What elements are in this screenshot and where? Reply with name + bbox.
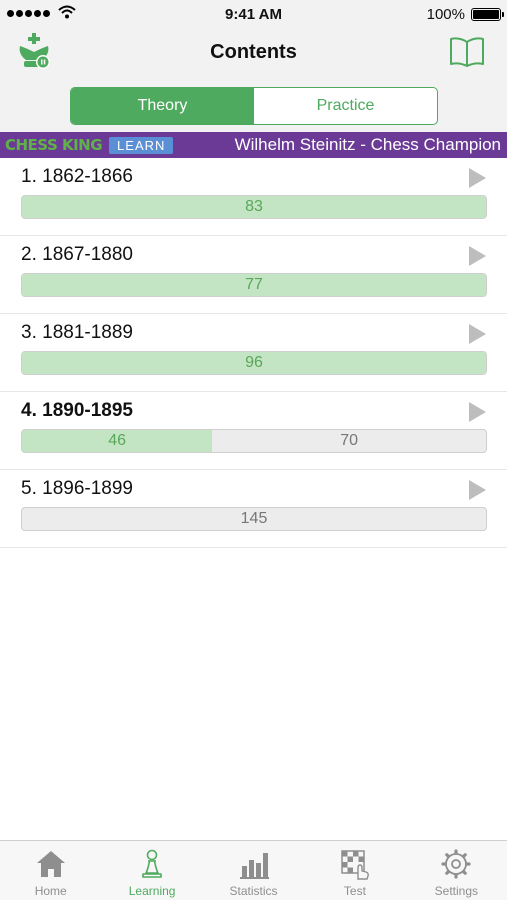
- tab-label: Learning: [128, 884, 176, 898]
- chess-king-logo-icon[interactable]: [14, 32, 54, 72]
- battery-percentage: 100%: [426, 6, 465, 23]
- status-bar: 9:41 AM 100%: [0, 0, 507, 28]
- wifi-icon: [58, 5, 76, 19]
- chapter-list: 1. 1862-1866 83 2. 1867-1880 77 3. 1881-…: [0, 158, 507, 548]
- chapter-row-4[interactable]: 4. 1890-1895 46 70: [0, 392, 507, 470]
- tab-statistics[interactable]: Statistics: [203, 841, 304, 900]
- progress-bar: 46 70: [21, 429, 487, 453]
- play-icon[interactable]: [469, 246, 486, 266]
- chapter-title: 5. 1896-1899: [21, 478, 133, 499]
- progress-bar: 77: [21, 273, 487, 297]
- play-icon[interactable]: [469, 480, 486, 500]
- play-icon[interactable]: [469, 402, 486, 422]
- tab-learning[interactable]: Learning: [101, 841, 202, 900]
- tab-practice[interactable]: Practice: [316, 97, 375, 114]
- course-banner: CHESS KING LEARN Wilhelm Steinitz - Ches…: [0, 132, 507, 158]
- progress-done: 46: [22, 430, 213, 452]
- tab-label: Settings: [434, 884, 478, 898]
- book-icon[interactable]: [449, 36, 485, 68]
- learn-badge: LEARN: [109, 136, 174, 154]
- progress-done: 83: [22, 196, 486, 218]
- progress-done: 77: [22, 274, 486, 296]
- segment-bar: Theory Practice: [0, 78, 507, 132]
- gear-icon: [441, 849, 471, 879]
- page-title: Contents: [210, 41, 297, 63]
- chapter-title: 2. 1867-1880: [21, 244, 133, 265]
- theory-practice-switch: Theory Practice: [70, 87, 438, 125]
- progress-bar: 145: [21, 507, 487, 531]
- play-icon[interactable]: [469, 168, 486, 188]
- home-icon: [36, 851, 65, 877]
- chapter-row-1[interactable]: 1. 1862-1866 83: [0, 158, 507, 236]
- battery-icon: [471, 8, 504, 21]
- tab-label: Home: [34, 884, 67, 898]
- tab-test[interactable]: Test: [304, 841, 405, 900]
- progress-done: 96: [22, 352, 486, 374]
- tab-bar: Home Learning Statistics Test: [0, 840, 507, 900]
- signal-icon: [7, 10, 50, 17]
- tab-settings[interactable]: Settings: [406, 841, 507, 900]
- tab-theory[interactable]: Theory: [71, 88, 254, 124]
- brand-logo-text: CHESS KING: [5, 136, 103, 154]
- tab-label: Test: [343, 884, 366, 898]
- board-hand-icon: [341, 850, 369, 880]
- chapter-row-5[interactable]: 5. 1896-1899 145: [0, 470, 507, 548]
- chapter-row-3[interactable]: 3. 1881-1889 96: [0, 314, 507, 392]
- progress-bar: 96: [21, 351, 487, 375]
- chapter-title: 4. 1890-1895: [21, 400, 133, 421]
- tab-label: Statistics: [229, 884, 278, 898]
- navigation-bar: Contents: [0, 28, 507, 78]
- tab-home[interactable]: Home: [0, 841, 101, 900]
- progress-bar: 83: [21, 195, 487, 219]
- play-icon[interactable]: [469, 324, 486, 344]
- chapter-title: 3. 1881-1889: [21, 322, 133, 343]
- chapter-title: 1. 1862-1866: [21, 166, 133, 187]
- bar-chart-icon: [239, 853, 269, 879]
- pawn-icon: [142, 849, 162, 878]
- chapter-row-2[interactable]: 2. 1867-1880 77: [0, 236, 507, 314]
- progress-remaining: 70: [340, 432, 359, 449]
- status-time: 9:41 AM: [225, 6, 282, 23]
- course-title: Wilhelm Steinitz - Chess Champion: [234, 135, 501, 154]
- progress-remaining: 145: [240, 510, 268, 527]
